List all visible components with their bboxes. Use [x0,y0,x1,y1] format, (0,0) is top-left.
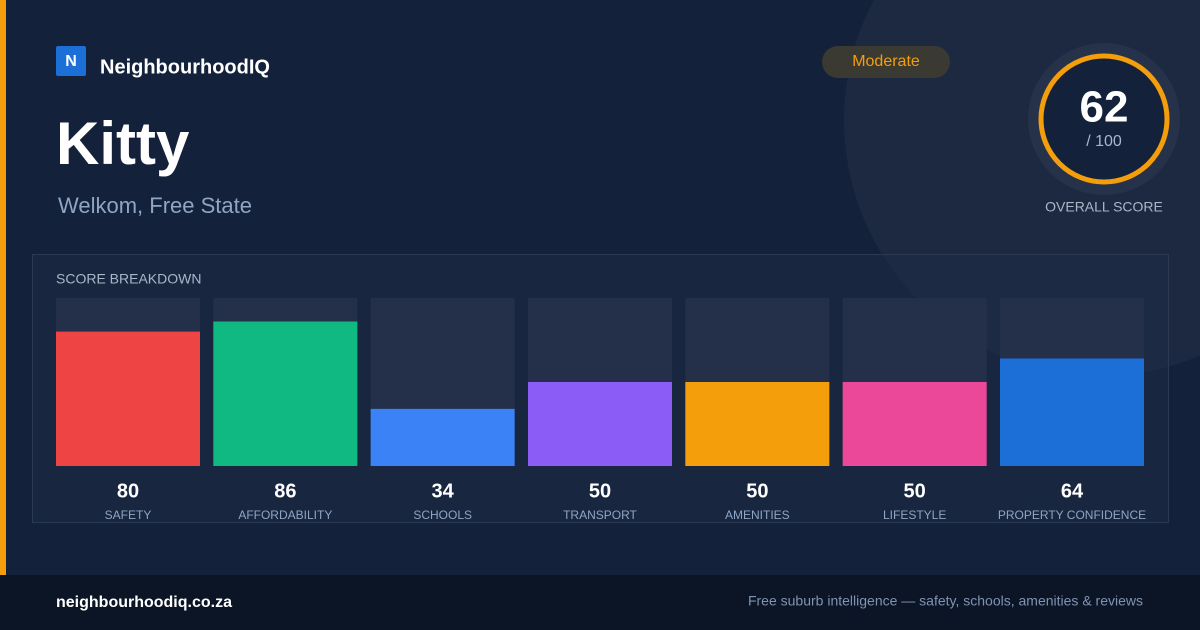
category-label: PROPERTY CONFIDENCE [998,508,1146,522]
accent-stripe [0,0,6,575]
category-label: AFFORDABILITY [238,508,332,522]
value-label: 50 [746,480,768,502]
category-label: AMENITIES [725,508,790,522]
value-label: 34 [432,480,455,502]
value-label: 80 [117,480,139,502]
bar [213,321,358,466]
brand: NeighbourhoodIQ [100,56,270,78]
bar [842,382,987,466]
bar [528,382,672,466]
category-label: SAFETY [105,508,152,522]
footer [0,575,1200,630]
category-label: TRANSPORT [563,508,637,522]
bar [56,331,200,466]
footer-tagline: Free suburb intelligence — safety, schoo… [748,593,1143,609]
value-label: 50 [904,480,926,502]
score-ring [1038,53,1170,185]
logo-mark: N [65,53,77,70]
value-label: 86 [274,480,296,502]
score-value: 62 [1080,83,1129,132]
badge [822,46,950,78]
value-label: 64 [1061,480,1084,502]
bar [370,408,515,466]
logo-box [56,46,86,76]
category-label: LIFESTYLE [883,508,946,522]
badge-label: Moderate [852,53,920,70]
score-max: / 100 [1086,133,1122,150]
footer-site: neighbourhoodiq.co.za [56,594,232,611]
score-label: OVERALL SCORE [1045,199,1163,215]
category-label: SCHOOLS [413,508,472,522]
value-label: 50 [589,480,611,502]
subtitle: Welkom, Free State [58,193,252,218]
chart-title: SCORE BREAKDOWN [56,271,201,287]
bar [685,382,830,466]
title: Kitty [56,110,190,177]
bar [1000,358,1144,466]
